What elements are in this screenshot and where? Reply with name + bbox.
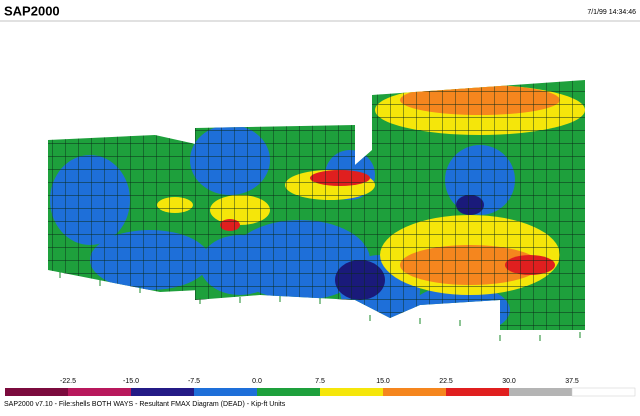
app-title: SAP2000 [4, 3, 60, 18]
status-line: SAP2000 v7.10 - File:shells BOTH WAYS - … [4, 401, 286, 408]
legend-label: -7.5 [188, 378, 200, 385]
color-legend [5, 387, 636, 397]
legend-label: 22.5 [439, 378, 453, 385]
legend-label: 15.0 [376, 378, 390, 385]
legend-label: 0.0 [252, 378, 262, 385]
timestamp: 7/1/99 14:34:46 [587, 9, 636, 16]
legend-label: 37.5 [565, 378, 579, 385]
legend-label: -22.5 [60, 378, 76, 385]
supports [59, 272, 581, 341]
legend-label: -15.0 [123, 378, 139, 385]
legend-label: 30.0 [502, 378, 516, 385]
legend-label: 7.5 [315, 378, 325, 385]
